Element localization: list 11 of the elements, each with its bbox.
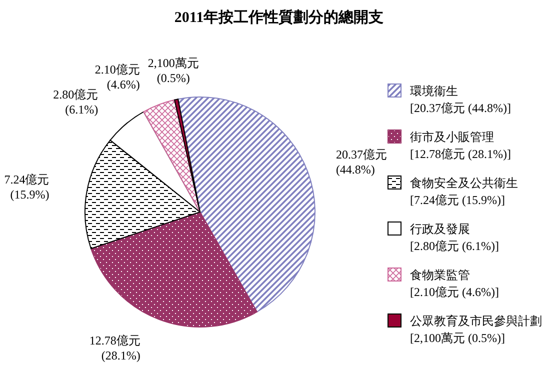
legend-label: 食物安全及公共衞生 [7.24億元 (15.9%)] bbox=[410, 176, 518, 207]
data-label: 2,100萬元 (0.5%) bbox=[148, 56, 199, 85]
data-label: 20.37億元 (44.8%) bbox=[336, 148, 387, 177]
legend-label: 環境衞生 [20.37億元 (44.8%)] bbox=[410, 84, 511, 115]
legend-label: 公眾教育及市民參與計劃 [2,100萬元 (0.5%)] bbox=[410, 314, 542, 345]
legend-label: 行政及發展 [2.80億元 (6.1%)] bbox=[410, 222, 499, 253]
legend-label: 食物業監管 [2.10億元 (4.6%)] bbox=[410, 268, 499, 299]
legend-label: 街市及小販管理 [12.78億元 (28.1%)] bbox=[410, 130, 511, 161]
chart-title: 2011年按工作性質劃分的總開支 bbox=[174, 8, 384, 26]
data-label: 12.78億元 (28.1%) bbox=[89, 333, 140, 362]
data-label: 7.24億元 (15.9%) bbox=[4, 172, 50, 202]
